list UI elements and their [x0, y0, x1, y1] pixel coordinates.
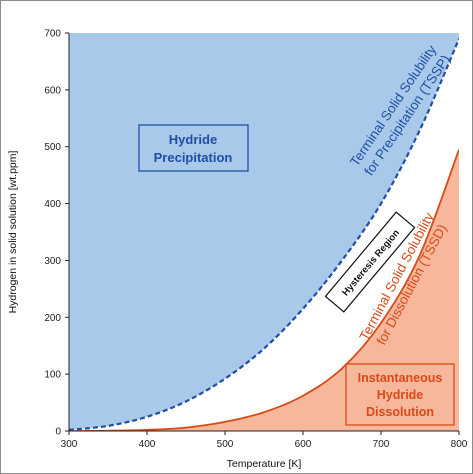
hydride-precip-line1: Hydride	[169, 132, 217, 147]
instantaneous-dissolution-region	[69, 149, 459, 431]
y-tick-label: 300	[44, 256, 61, 267]
y-tick-labels: 0 100 200 300 400 500 600 700	[44, 29, 69, 438]
instantaneous-dissolution-box: Instantaneous Hydride Dissolution	[345, 363, 455, 426]
x-axis-title: Temperature [K]	[227, 458, 302, 470]
y-tick-label: 200	[44, 313, 61, 324]
y-tick-label: 500	[44, 142, 61, 153]
x-tick-labels: 300 400 500 600 700 800	[61, 431, 468, 450]
instant-line1: Instantaneous	[358, 371, 443, 385]
instant-line3: Dissolution	[366, 405, 434, 419]
x-tick-label: 500	[217, 439, 234, 450]
x-tick-label: 800	[451, 439, 468, 450]
y-tick-label: 0	[55, 427, 61, 438]
instant-line2: Hydride	[377, 388, 424, 402]
y-tick-label: 600	[44, 85, 61, 96]
x-tick-label: 600	[295, 439, 312, 450]
hydride-precipitation-region	[69, 33, 459, 430]
y-axis-title: Hydrogen in solid solution [wt.ppm]	[7, 151, 19, 314]
tssp-curve	[69, 38, 459, 431]
x-tick-label: 400	[139, 439, 156, 450]
tssd-curve	[69, 149, 459, 431]
hydride-precipitation-box: Hydride Precipitation	[138, 124, 249, 172]
y-tick-label: 400	[44, 199, 61, 210]
y-tick-label: 100	[44, 370, 61, 381]
y-tick-label: 700	[44, 29, 61, 40]
x-tick-label: 700	[373, 439, 390, 450]
x-tick-label: 300	[61, 439, 78, 450]
hydride-precip-line2: Precipitation	[154, 150, 233, 165]
